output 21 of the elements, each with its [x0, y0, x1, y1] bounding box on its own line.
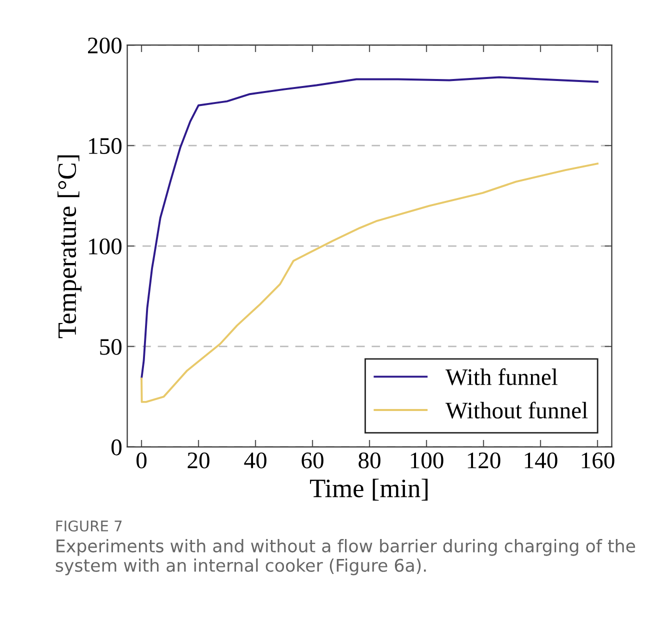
- y-tick-label: 200: [88, 38, 122, 54]
- legend-label: Without funnel: [446, 402, 588, 419]
- x-tick-label: 160: [582, 452, 614, 468]
- y-tick-label: 0: [111, 439, 122, 456]
- y-tick-label: 150: [89, 138, 122, 154]
- x-tick-label: 140: [524, 452, 558, 468]
- x-tick-label: 60: [302, 452, 324, 468]
- line-series: [140, 162, 598, 403]
- x-tick-label: 120: [468, 452, 500, 468]
- x-axis-title: Time [min]: [310, 478, 428, 501]
- x-tick-label: 80: [358, 452, 380, 468]
- legend-label: With funnel: [446, 368, 558, 386]
- y-axis-title: Temperature [°C]: [57, 155, 82, 338]
- x-tick-label: 40: [244, 452, 266, 468]
- y-tick-label: 50: [100, 338, 122, 355]
- x-tick-label: 0: [136, 452, 147, 468]
- text: Experiments with and without a flow barrier during charging of the system with an internal cooker (Figure 6a).: [56, 539, 636, 576]
- x-tick-label: 100: [410, 452, 444, 468]
- caption: FIGURE 7: [56, 520, 122, 532]
- y-tick-label: 100: [89, 238, 122, 254]
- x-tick-label: 20: [188, 452, 210, 468]
